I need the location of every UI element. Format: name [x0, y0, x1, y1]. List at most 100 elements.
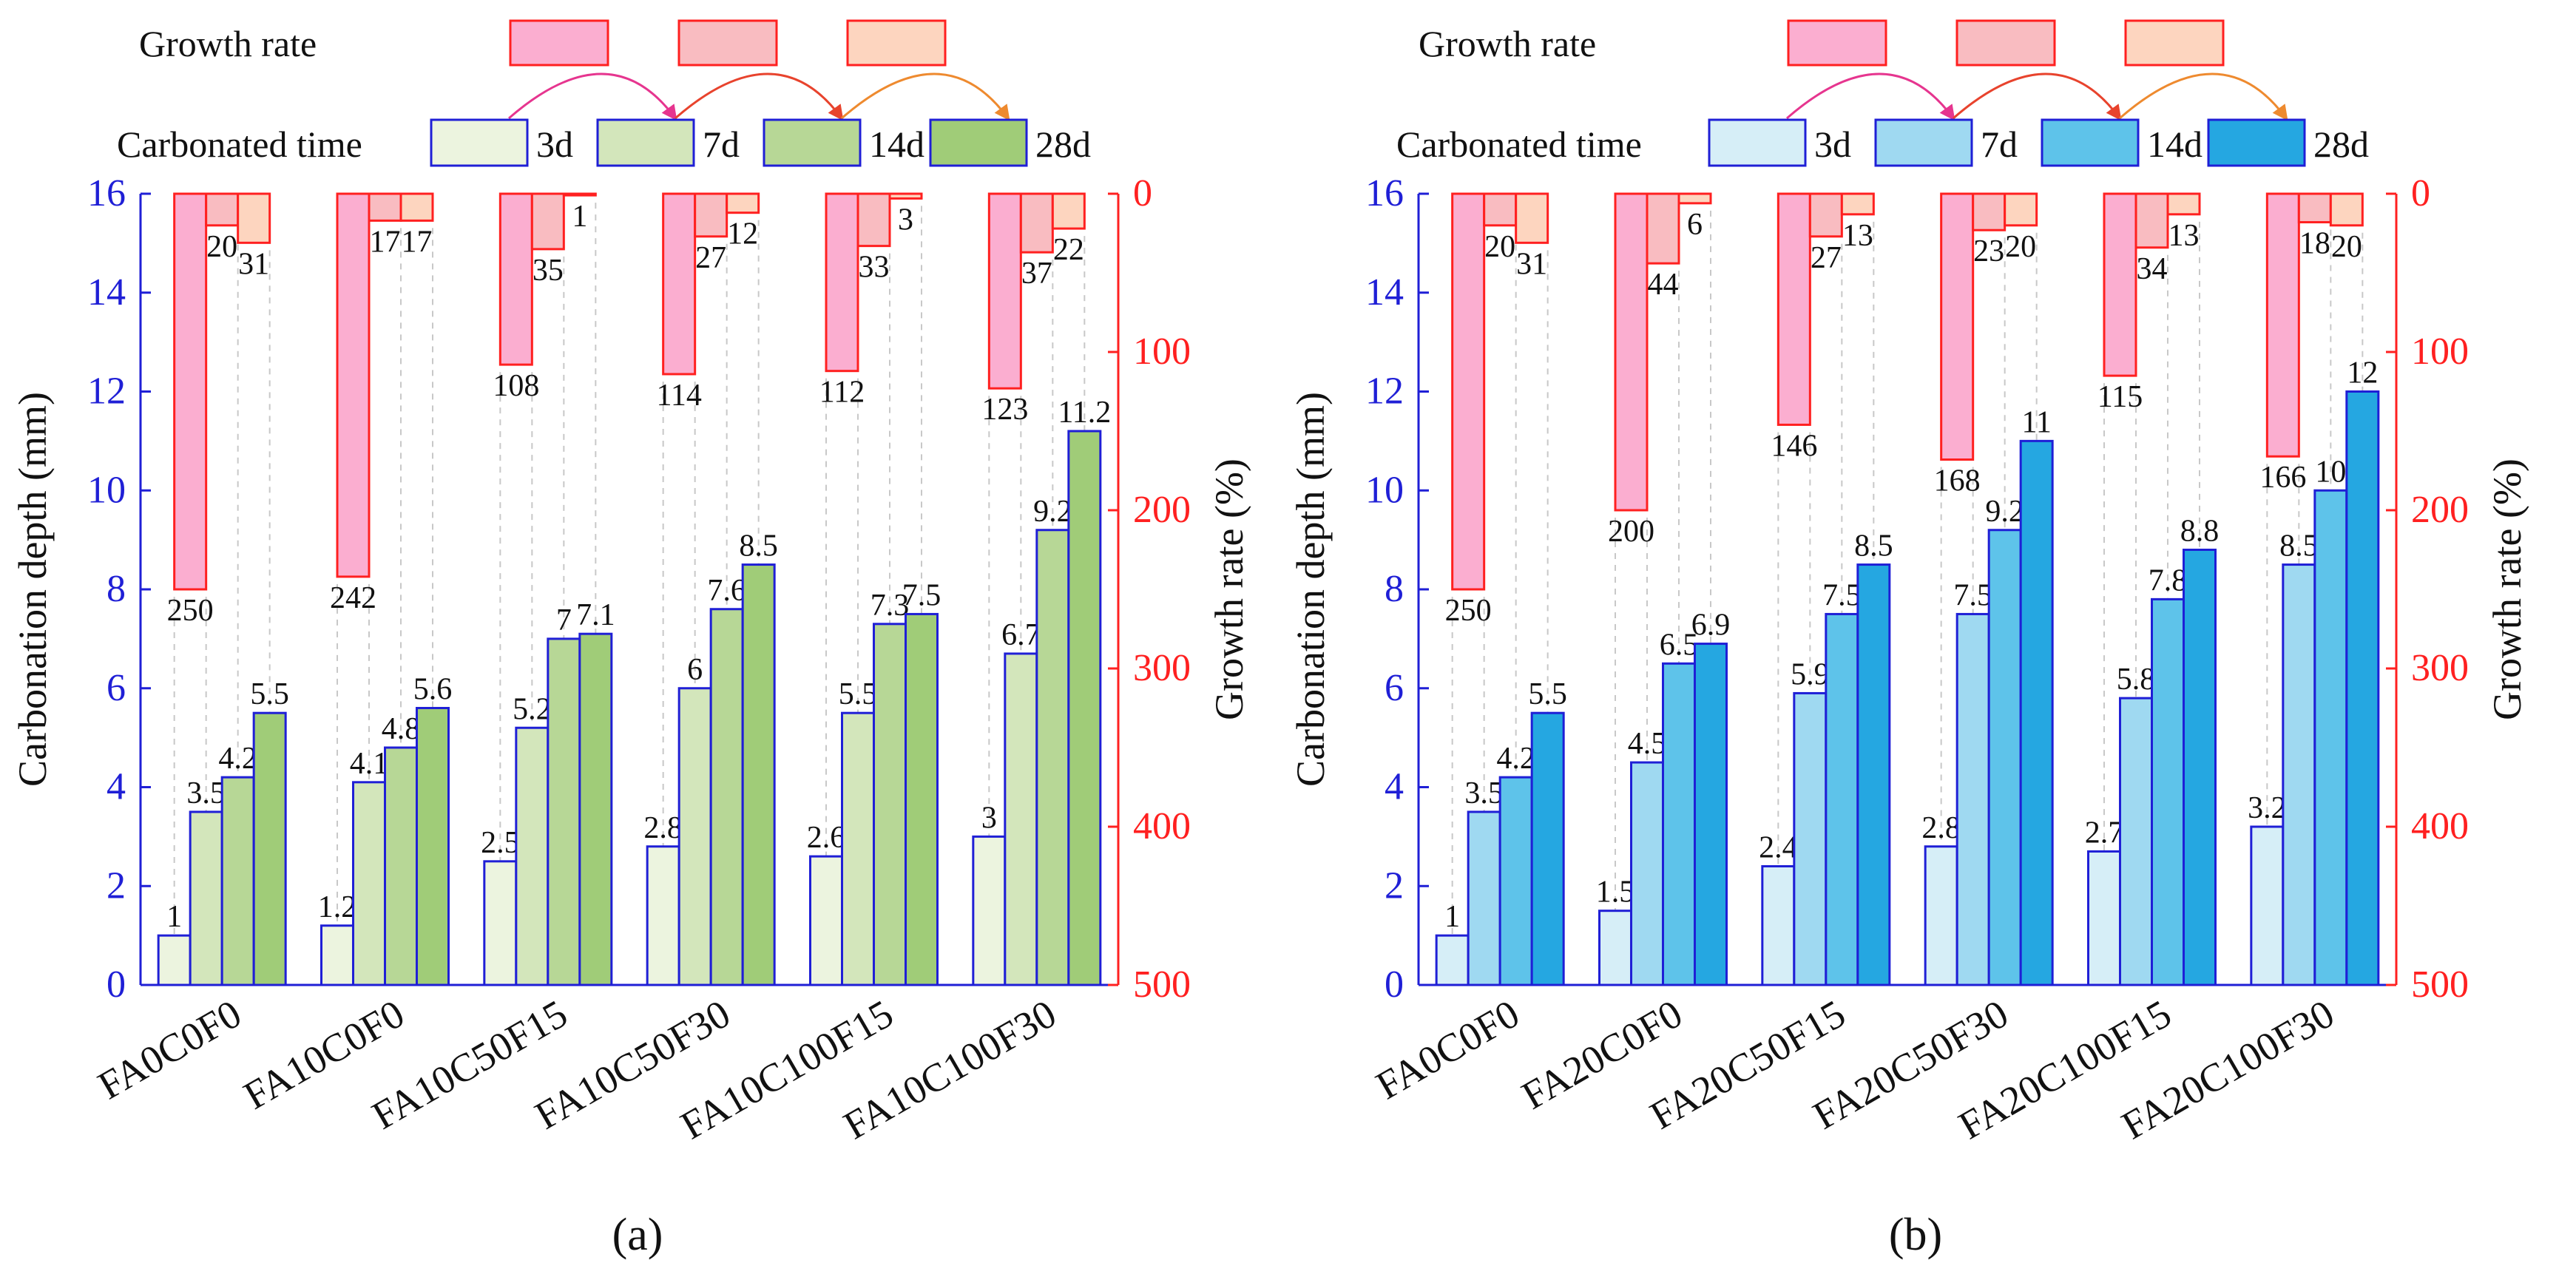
growth-rate-label: 123: [981, 393, 1028, 427]
growth-rate-bar: [237, 192, 271, 244]
category-label: FA0C0F0: [91, 991, 249, 1108]
depth-bar: [2282, 563, 2316, 986]
growth-rate-bar: [2134, 192, 2169, 249]
legend-time-label: 7d: [1981, 123, 2018, 165]
y2-axis-title: Growth rate (%): [2485, 458, 2529, 720]
growth-rate-label: 108: [493, 369, 539, 403]
depth-bar: [1630, 761, 1664, 986]
depth-bar: [416, 707, 450, 986]
depth-value-label: 7.3: [871, 589, 910, 623]
y-tick-label: 10: [87, 469, 126, 511]
growth-rate-bar: [1940, 192, 1975, 461]
y2-tick-label: 100: [1133, 331, 1191, 373]
depth-value-label: 8.8: [2180, 515, 2220, 549]
depth-value-label: 8.5: [2279, 529, 2319, 563]
depth-bar: [1662, 662, 1696, 986]
y2-tick-label: 200: [1133, 489, 1191, 531]
y2-tick-label: 400: [1133, 805, 1191, 847]
depth-value-label: 5.5: [250, 677, 289, 711]
growth-rate-bar: [205, 192, 240, 227]
depth-bar: [1955, 612, 1990, 986]
depth-bar: [157, 934, 192, 986]
depth-bar: [1793, 691, 1828, 986]
depth-value-label: 7.6: [707, 574, 746, 608]
panel-label: (a): [612, 1210, 663, 1260]
y-tick-label: 8: [1385, 568, 1404, 610]
depth-bar: [1035, 529, 1070, 986]
depth-bar: [189, 810, 223, 986]
y-tick-label: 2: [107, 864, 126, 907]
depth-bar: [2119, 697, 2153, 986]
y-tick-label: 8: [107, 568, 126, 610]
growth-rate-label: 17: [402, 225, 433, 259]
y2-tick-label: 200: [2411, 489, 2469, 531]
y-tick-label: 6: [107, 667, 126, 709]
growth-rate-label: 31: [1516, 247, 1547, 281]
growth-rate-bar: [856, 192, 891, 248]
y-tick-label: 14: [87, 271, 126, 314]
growth-rate-label: 34: [2137, 252, 2168, 286]
category-label: FA0C0F0: [1369, 991, 1527, 1108]
growth-rate-label: 6: [1687, 208, 1703, 242]
growth-rate-label: 3: [898, 203, 913, 237]
growth-rate-label: 115: [2097, 380, 2143, 414]
depth-bar: [2183, 549, 2217, 986]
depth-bar: [677, 687, 712, 986]
growth-rate-label: 114: [656, 379, 701, 413]
growth-rate-label: 18: [2299, 227, 2330, 261]
y-tick-label: 0: [107, 964, 126, 1006]
legend-time-label: 14d: [2147, 123, 2203, 165]
depth-bar: [841, 711, 875, 986]
growth-rate-label: 166: [2259, 461, 2306, 495]
depth-bar: [2345, 390, 2380, 986]
depth-bar: [252, 711, 287, 986]
growth-rate-bar: [2103, 192, 2137, 377]
depth-bar: [2019, 439, 2054, 986]
growth-rate-label: 1: [572, 200, 587, 234]
depth-bar: [1694, 643, 1728, 986]
depth-bar: [1530, 711, 1565, 986]
legend-arrow: [2119, 72, 2288, 121]
legend-time-swatch: [430, 118, 529, 167]
panel-label: (b): [1889, 1210, 1942, 1260]
growth-rate-label: 13: [2168, 219, 2200, 253]
depth-value-label: 6.7: [1001, 618, 1041, 652]
depth-bar: [741, 563, 776, 986]
growth-rate-bar: [1777, 192, 1811, 426]
growth-rate-label: 13: [1842, 219, 1873, 253]
growth-rate-label: 23: [1973, 234, 2004, 268]
depth-bar: [483, 860, 518, 986]
growth-rate-bar: [368, 192, 402, 222]
depth-bar: [873, 623, 907, 986]
legend-arrow: [1953, 72, 2122, 121]
depth-bar: [515, 726, 550, 986]
depth-value-label: 5.8: [2117, 663, 2156, 697]
depth-bar: [352, 781, 386, 986]
depth-value-label: 1.2: [318, 890, 357, 924]
growth-rate-label: 27: [1811, 241, 1842, 275]
depth-value-label: 3.5: [186, 776, 226, 810]
growth-rate-label: 12: [727, 217, 758, 251]
growth-rate-label: 33: [859, 251, 890, 285]
growth-rate-bar: [888, 192, 923, 200]
growth-rate-bar: [530, 192, 565, 251]
growth-rate-bar: [1840, 192, 1875, 216]
y-axis-title: Carbonation depth (mm): [10, 392, 55, 787]
y-tick-label: 14: [1365, 271, 1404, 314]
y-tick-label: 16: [1365, 172, 1404, 214]
legend-growth-title: Growth rate: [139, 23, 317, 64]
depth-value-label: 5.5: [1528, 677, 1567, 711]
legend-rate-swatch: [1787, 19, 1887, 67]
y2-tick-label: 300: [2411, 647, 2469, 689]
y2-tick-label: 100: [2411, 331, 2469, 373]
growth-rate-label: 22: [1053, 233, 1084, 267]
depth-value-label: 10: [2315, 455, 2346, 489]
y-tick-label: 16: [87, 172, 126, 214]
y-tick-label: 12: [1365, 370, 1404, 413]
legend-rate-swatch: [677, 19, 778, 67]
depth-bar: [547, 637, 581, 986]
y2-axis-title: Growth rate (%): [1207, 458, 1251, 720]
growth-rate-label: 250: [167, 594, 214, 628]
growth-rate-label: 250: [1445, 594, 1492, 628]
